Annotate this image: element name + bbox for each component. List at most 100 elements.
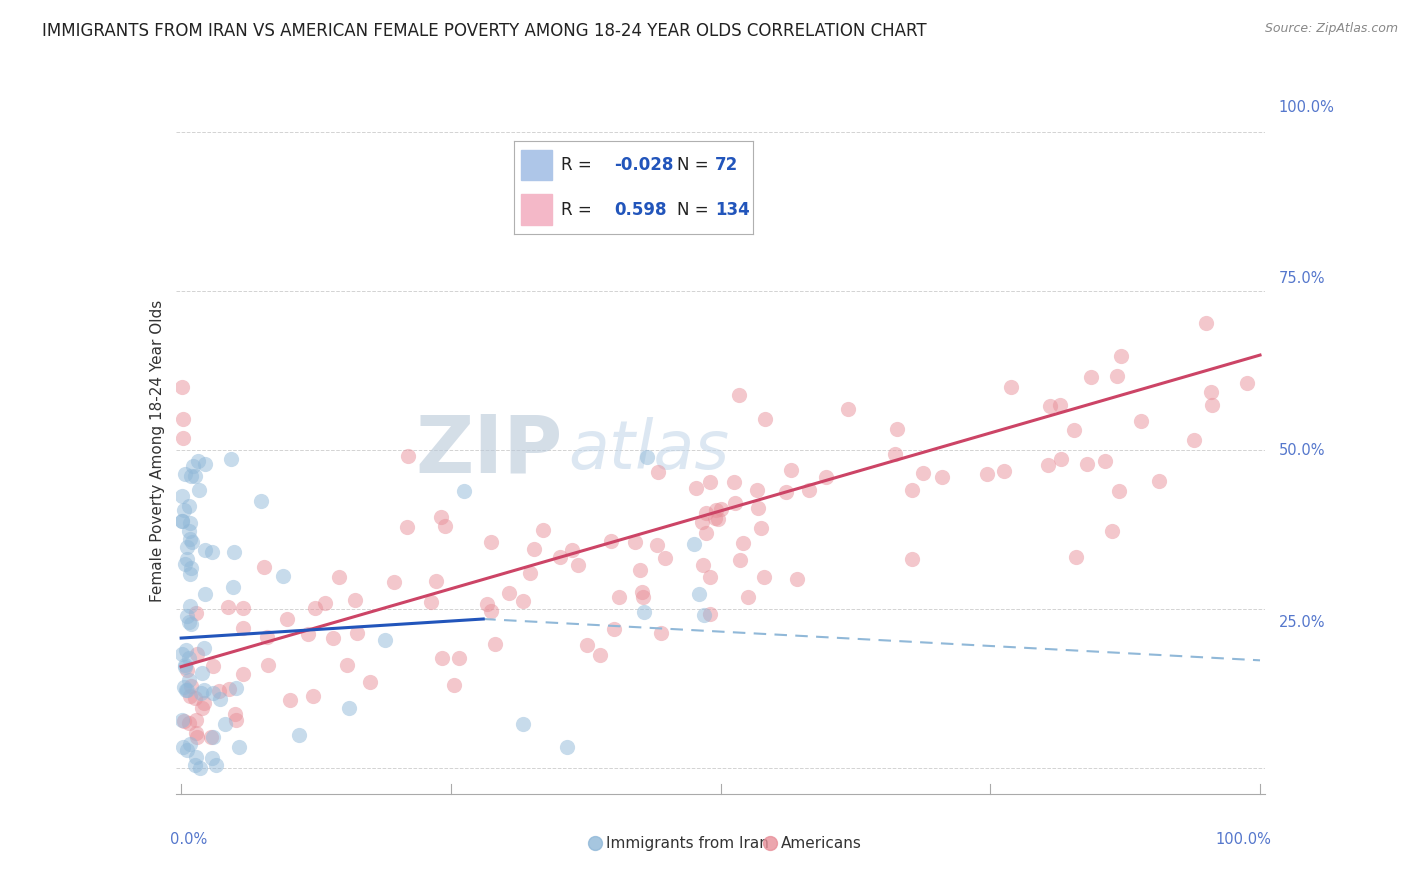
Americans	[396, 520, 419, 534]
Americans	[276, 612, 298, 626]
Americans	[548, 549, 571, 564]
Immigrants from Iran	[172, 515, 194, 529]
Immigrants from Iran	[179, 599, 201, 614]
Immigrants from Iran	[177, 615, 200, 630]
Immigrants from Iran	[181, 459, 204, 474]
Americans	[837, 402, 859, 417]
Immigrants from Iran	[194, 458, 217, 472]
Americans	[302, 689, 325, 703]
Americans	[328, 569, 350, 583]
Americans	[1063, 423, 1085, 437]
Americans	[931, 469, 953, 483]
Immigrants from Iran	[219, 452, 242, 467]
Immigrants from Iran	[174, 642, 197, 657]
Americans	[786, 572, 808, 586]
Americans	[184, 714, 207, 728]
Immigrants from Iran	[692, 607, 714, 622]
Text: 72: 72	[714, 156, 738, 174]
Immigrants from Iran	[174, 682, 197, 697]
Americans	[1064, 550, 1087, 565]
Americans	[253, 559, 276, 574]
Americans	[624, 534, 647, 549]
Americans	[173, 714, 195, 728]
Americans	[1111, 349, 1133, 363]
Americans	[186, 647, 208, 661]
Americans	[728, 552, 751, 566]
Text: ZIP: ZIP	[415, 411, 562, 490]
Americans	[561, 543, 583, 558]
Americans	[1101, 524, 1123, 539]
Immigrants from Iran	[180, 469, 202, 483]
Americans	[699, 607, 721, 622]
Immigrants from Iran	[190, 686, 212, 700]
Americans	[747, 483, 769, 498]
Americans	[685, 481, 707, 495]
Americans	[232, 667, 254, 681]
Immigrants from Iran	[688, 587, 710, 601]
Americans	[232, 621, 254, 635]
Americans	[1107, 369, 1129, 384]
Americans	[430, 510, 453, 524]
Americans	[430, 650, 453, 665]
Americans	[699, 475, 721, 489]
Immigrants from Iran	[174, 557, 197, 571]
Americans	[297, 627, 319, 641]
Americans	[799, 483, 821, 497]
Text: R =: R =	[561, 201, 592, 219]
Americans	[186, 730, 208, 744]
Americans	[707, 511, 730, 525]
Immigrants from Iran	[201, 751, 224, 765]
Immigrants from Iran	[173, 659, 195, 673]
Immigrants from Iran	[173, 502, 195, 516]
Americans	[172, 411, 194, 425]
Americans	[603, 622, 626, 636]
Immigrants from Iran	[193, 640, 215, 655]
Americans	[976, 467, 998, 482]
Immigrants from Iran	[172, 647, 194, 661]
Americans	[747, 501, 769, 516]
Americans	[588, 648, 610, 663]
Americans	[224, 707, 246, 722]
Americans	[218, 682, 240, 697]
Americans	[193, 696, 215, 710]
Americans	[723, 496, 745, 510]
Americans	[1182, 434, 1205, 448]
Americans	[631, 584, 654, 599]
Immigrants from Iran	[184, 750, 207, 764]
Text: 100.0%: 100.0%	[1278, 100, 1334, 114]
Text: 25.0%: 25.0%	[1278, 615, 1324, 630]
Immigrants from Iran	[179, 737, 201, 751]
Immigrants from Iran	[193, 683, 215, 698]
Immigrants from Iran	[194, 543, 217, 558]
Immigrants from Iran	[201, 545, 224, 559]
Americans	[201, 659, 224, 673]
Americans	[600, 534, 623, 549]
Americans	[710, 502, 733, 516]
Immigrants from Iran	[636, 450, 658, 465]
Americans	[911, 466, 934, 480]
Immigrants from Iran	[174, 467, 197, 481]
Americans	[695, 507, 717, 521]
Americans	[647, 538, 669, 552]
Immigrants from Iran	[224, 545, 246, 559]
Americans	[576, 638, 599, 652]
Immigrants from Iran	[176, 742, 198, 756]
Point	[758, 807, 780, 822]
Americans	[733, 535, 755, 549]
Immigrants from Iran	[208, 692, 231, 706]
Americans	[1000, 380, 1022, 394]
Americans	[1049, 399, 1071, 413]
Americans	[336, 657, 359, 672]
Americans	[179, 690, 201, 704]
Immigrants from Iran	[184, 469, 207, 483]
Americans	[425, 574, 447, 588]
Immigrants from Iran	[512, 716, 534, 731]
Americans	[993, 464, 1015, 478]
Immigrants from Iran	[172, 740, 194, 755]
Americans	[314, 596, 336, 610]
Americans	[186, 606, 208, 620]
Text: R =: R =	[561, 156, 592, 174]
Americans	[754, 411, 776, 425]
Americans	[475, 597, 498, 611]
Americans	[1199, 384, 1222, 399]
